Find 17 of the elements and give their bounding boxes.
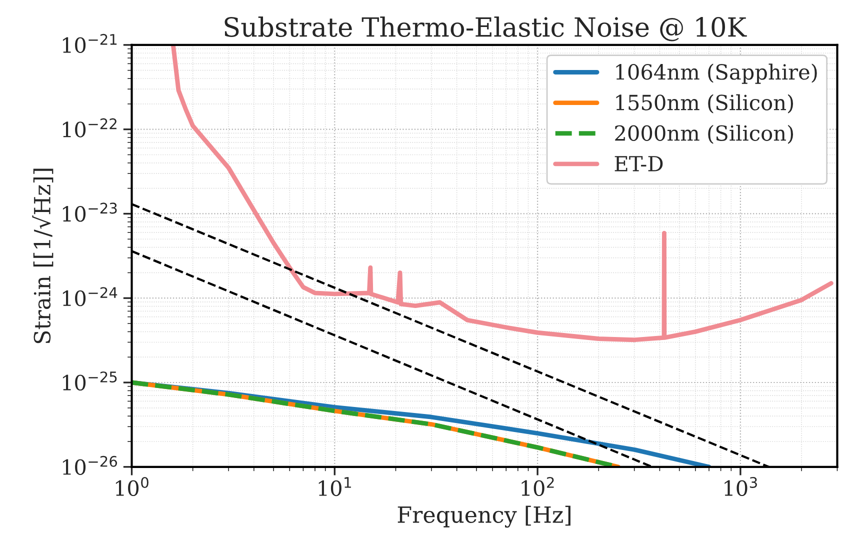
x-tick-label: 10$^{0}$ (116, 476, 148, 496)
legend-label: ET-D (614, 156, 663, 172)
y-tick-label: 10$^{−21}$ (62, 34, 117, 53)
legend-label: 2000nm (Silicon) (615, 124, 794, 144)
legend-label: 1550nm (Silicon) (616, 94, 794, 114)
x-tick-label: 10$^{2}$ (522, 476, 554, 496)
chart-title: Substrate Thermo-Elastic Noise @ 10K (224, 16, 747, 42)
y-tick-label: 10$^{−23}$ (62, 202, 117, 222)
x-tick-label: 10$^{3}$ (724, 476, 757, 496)
x-tick-label: 10$^{1}$ (318, 477, 351, 496)
y-axis-title: Strain [[1/√Hz]] (32, 168, 54, 344)
y-tick-label: 10$^{−25}$ (62, 371, 117, 391)
legend-label: 1064nm (Sapphire) (616, 64, 817, 84)
y-tick-label: 10$^{−22}$ (62, 118, 116, 138)
y-tick-label: 10$^{−26}$ (62, 456, 117, 475)
x-axis-title: Frequency [Hz] (398, 506, 570, 528)
y-tick-label: 10$^{−24}$ (62, 287, 118, 306)
